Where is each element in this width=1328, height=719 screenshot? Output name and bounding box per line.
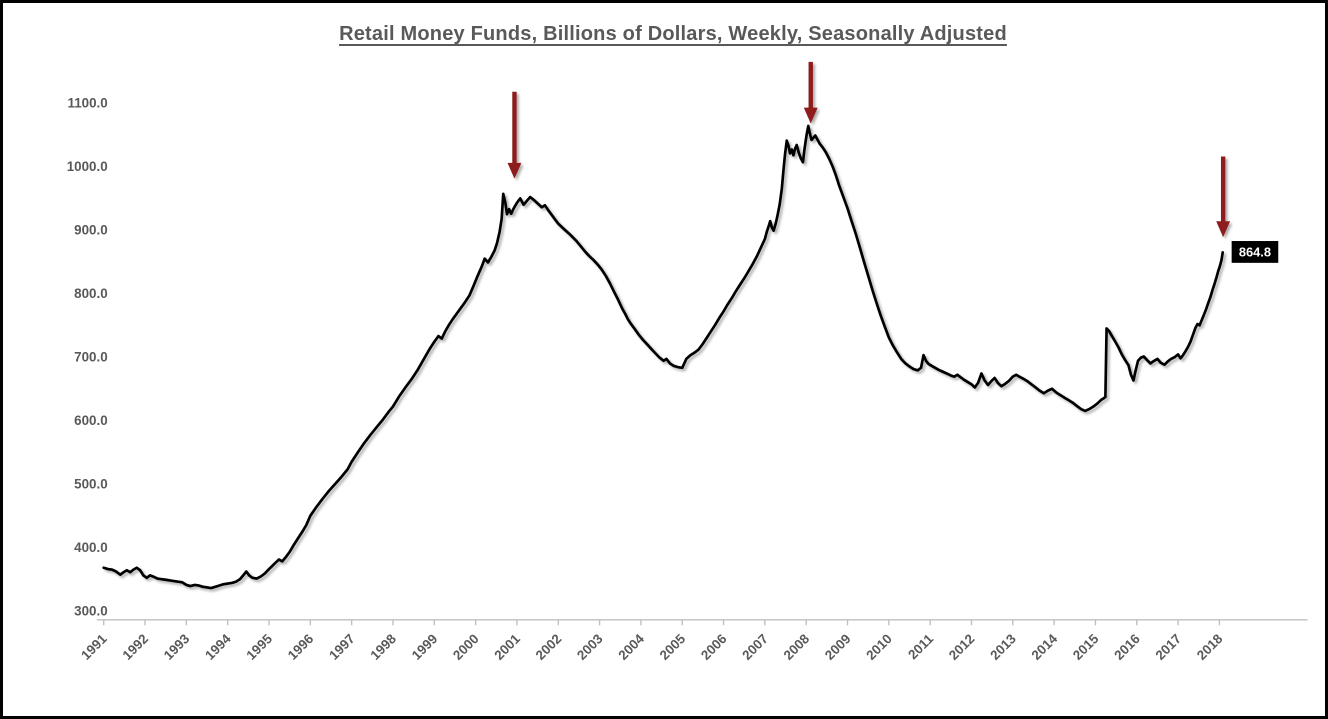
x-tick-label: 2017 [1153, 631, 1185, 663]
end-value-label: 864.8 [1239, 244, 1271, 259]
y-tick-label: 400.0 [74, 540, 107, 555]
x-tick-label: 2011 [905, 631, 937, 663]
x-tick-label: 2000 [450, 631, 482, 663]
y-tick-label: 500.0 [74, 476, 107, 491]
x-tick-label: 2015 [1070, 631, 1102, 663]
x-tick-label: 1998 [367, 631, 399, 663]
x-tick-label: 1992 [119, 631, 151, 663]
x-tick-label: 2018 [1194, 631, 1226, 663]
end-value-label-box [1231, 241, 1279, 263]
x-tick-label: 2016 [1111, 631, 1143, 663]
y-tick-label: 800.0 [74, 286, 107, 301]
y-tick-label: 700.0 [74, 349, 107, 364]
x-tick-label: 2002 [533, 631, 565, 663]
x-tick-label: 2012 [946, 631, 978, 663]
x-tick-label: 1996 [285, 631, 317, 663]
y-tick-label: 1100.0 [68, 96, 108, 111]
x-tick-label: 2001 [491, 631, 523, 663]
x-tick-label: 2006 [698, 631, 730, 663]
x-tick-label: 2013 [987, 631, 1019, 663]
x-tick-label: 2003 [574, 631, 606, 663]
chart-canvas: 1991 1992 1993 1994 1995 1996 1997 1998 1999 2000… [67, 61, 1308, 663]
y-tick-label: 600.0 [74, 413, 107, 428]
peak-arrow-2008 [803, 61, 818, 124]
x-tick-label: 2009 [822, 631, 854, 663]
y-tick-label: 900.0 [74, 223, 107, 238]
peak-arrow-2001 [507, 91, 522, 179]
y-tick-label: 300.0 [74, 603, 107, 618]
x-tick-label: 1995 [243, 631, 275, 663]
x-tick-label: 2005 [657, 631, 689, 663]
x-tick-label: 1991 [78, 631, 110, 663]
x-tick-label: 2014 [1029, 631, 1061, 663]
x-tick-label: 1997 [326, 631, 358, 663]
x-tick-label: 2007 [739, 631, 771, 663]
chart-title: Retail Money Funds, Billions of Dollars,… [339, 23, 1007, 45]
series-line [102, 124, 1225, 590]
x-tick-label: 2010 [863, 631, 895, 663]
y-tick-label: 1000.0 [67, 159, 108, 174]
x-tick-label: 1993 [161, 631, 193, 663]
x-tick-label: 1994 [202, 631, 234, 663]
peak-arrow-2018 [1216, 156, 1231, 238]
x-tick-label: 1999 [409, 631, 441, 663]
x-tick-label: 2004 [615, 631, 647, 663]
x-tick-label: 2008 [781, 631, 813, 663]
